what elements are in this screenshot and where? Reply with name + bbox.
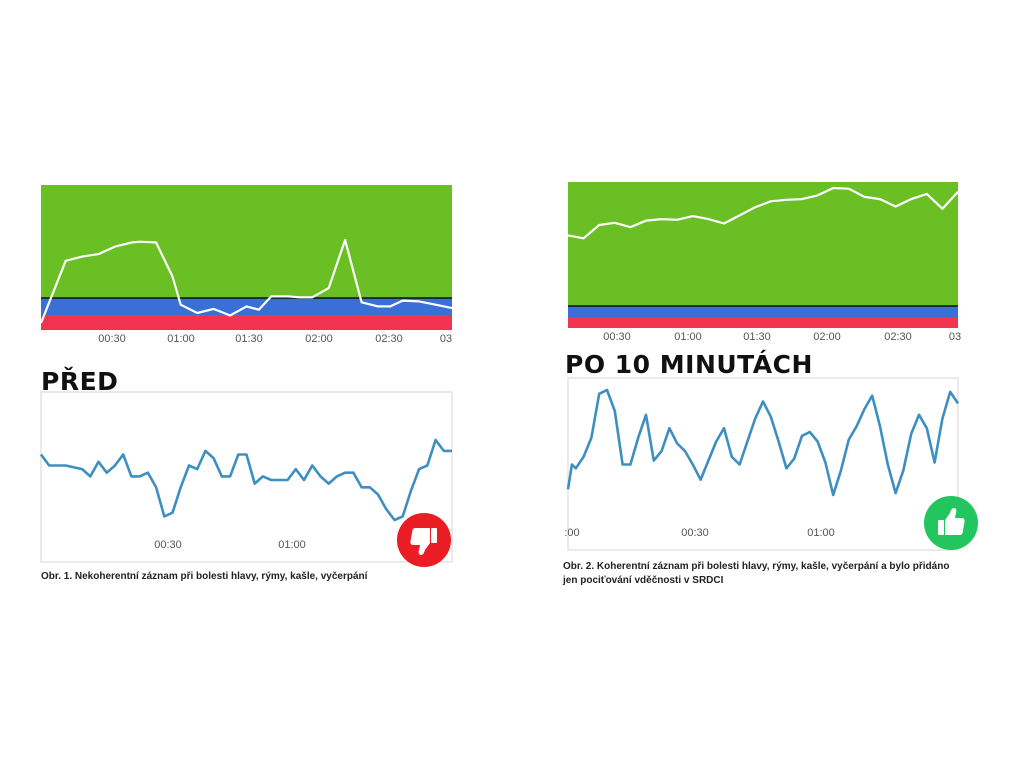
high-coherence-band xyxy=(568,182,958,306)
low-coherence-band xyxy=(41,315,452,330)
x-tick-label: :00 xyxy=(564,527,579,539)
coherence-series-line xyxy=(567,186,959,240)
thumbs-down-icon xyxy=(397,513,451,567)
caption-before: Obr. 1. Nekoherentní záznam při bolesti … xyxy=(41,571,368,582)
x-tick-label: 02:30 xyxy=(375,333,403,345)
thumbs-up-badge xyxy=(924,496,978,550)
x-tick-label: 01:00 xyxy=(278,539,306,551)
coherence-chart-after: 00:30 01:00 01:30 02:00 02:30 03 xyxy=(567,182,961,350)
x-tick-label: 01:00 xyxy=(674,331,702,343)
hrv-plot-frame xyxy=(567,377,959,551)
coherence-series-line xyxy=(39,238,453,324)
hrv-series-line xyxy=(39,438,452,522)
x-tick-label: 00:30 xyxy=(681,527,709,539)
hrv-chart-before: 00:30 01:00 xyxy=(39,391,453,563)
left-panel: 00:30 01:00 01:30 02:00 02:30 03 00:30 01:00 P… xyxy=(39,185,453,582)
x-tick-label: 02:30 xyxy=(884,331,912,343)
high-coherence-band xyxy=(41,185,452,298)
x-tick-label: 02:00 xyxy=(813,331,841,343)
heading-after: PO 10 MINUTÁCH xyxy=(565,350,813,379)
x-tick-label: 03 xyxy=(949,331,961,343)
hrv-series-line xyxy=(566,388,960,497)
x-tick-label: 03 xyxy=(440,333,452,345)
thumbs-down-badge xyxy=(397,513,451,567)
caption-after-line1: Obr. 2. Koherentní záznam při bolesti hl… xyxy=(563,561,950,572)
medium-coherence-band xyxy=(568,306,958,317)
x-tick-label: 01:30 xyxy=(235,333,263,345)
caption-after-line2: jen pociťování vděčnosti v SRDCI xyxy=(563,575,724,586)
hrv-chart-after: :00 00:30 01:00 xyxy=(564,377,960,551)
x-tick-label: 01:00 xyxy=(807,527,835,539)
x-tick-label: 01:30 xyxy=(743,331,771,343)
x-tick-label: 00:30 xyxy=(603,331,631,343)
caption-after: Obr. 2. Koherentní záznam při bolesti hl… xyxy=(563,560,983,588)
x-tick-label: 01:00 xyxy=(167,333,195,345)
thumbs-up-icon xyxy=(924,496,978,550)
x-tick-label: 00:30 xyxy=(154,539,182,551)
axis-strip xyxy=(568,328,958,350)
coherence-chart-before: 00:30 01:00 01:30 02:00 02:30 03 xyxy=(39,185,453,352)
hrv-plot-frame xyxy=(40,391,453,563)
axis-strip xyxy=(41,330,452,352)
x-tick-label: 02:00 xyxy=(305,333,333,345)
low-coherence-band xyxy=(568,317,958,328)
heading-before: PŘED xyxy=(41,367,119,396)
x-tick-label: 00:30 xyxy=(98,333,126,345)
